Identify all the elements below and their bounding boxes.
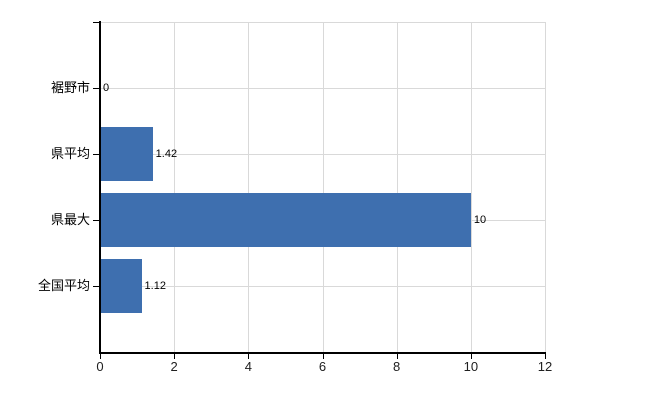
bar xyxy=(101,259,142,313)
horizontal-gridline xyxy=(101,88,545,89)
y-axis xyxy=(99,21,101,354)
horizontal-gridline xyxy=(101,154,545,155)
value-label: 10 xyxy=(473,214,487,226)
vertical-gridline xyxy=(396,22,398,352)
x-tick-label: 12 xyxy=(537,359,553,374)
x-tick-label: 2 xyxy=(170,359,178,374)
category-tick xyxy=(93,154,100,155)
x-axis-tick xyxy=(100,354,101,359)
vertical-gridline xyxy=(322,22,324,352)
x-tick-label: 8 xyxy=(393,359,401,374)
x-axis-tick xyxy=(545,354,546,359)
x-axis-tick xyxy=(174,354,176,359)
x-axis-tick xyxy=(322,354,324,359)
x-tick-label: 10 xyxy=(463,359,479,374)
y-axis-end-tick xyxy=(93,22,100,23)
x-tick-label: 6 xyxy=(318,359,327,374)
x-axis xyxy=(99,352,546,354)
value-label: 1.42 xyxy=(155,148,178,160)
bar xyxy=(101,193,471,247)
category-label: 裾野市 xyxy=(50,80,90,95)
bar xyxy=(101,127,153,181)
category-tick xyxy=(93,220,100,221)
category-tick xyxy=(93,286,100,287)
plot-border-top xyxy=(100,22,546,23)
x-axis-tick xyxy=(470,354,472,359)
category-tick xyxy=(93,88,100,89)
category-label: 県平均 xyxy=(50,146,90,161)
x-tick-label: 4 xyxy=(244,359,252,374)
value-label: 1.12 xyxy=(144,280,166,292)
x-tick-label: 0 xyxy=(96,359,104,374)
x-axis-tick xyxy=(396,354,398,359)
x-axis-tick xyxy=(248,354,250,359)
category-label: 県最大 xyxy=(50,212,90,227)
vertical-gridline xyxy=(248,22,250,352)
value-label: 0 xyxy=(103,82,110,94)
horizontal-gridline xyxy=(101,286,545,287)
vertical-gridline xyxy=(470,22,472,352)
plot-border-right xyxy=(545,22,546,352)
vertical-gridline xyxy=(174,22,176,352)
category-label: 全国平均 xyxy=(37,278,90,293)
